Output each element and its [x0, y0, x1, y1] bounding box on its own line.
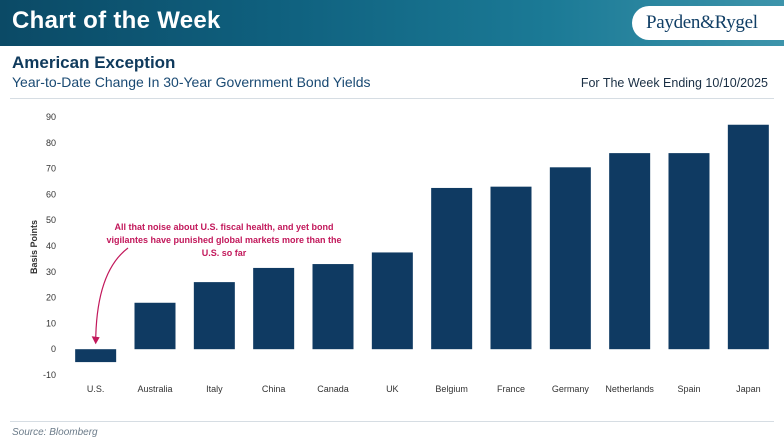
x-tick-label: Belgium [435, 384, 468, 394]
source-note: Source: Bloomberg [12, 427, 98, 438]
annotation-arrow-head [91, 336, 100, 345]
x-tick-label: Japan [736, 384, 761, 394]
bar-germany [549, 167, 591, 350]
bar-france [490, 186, 532, 350]
x-tick-label: China [262, 384, 286, 394]
x-tick-label: Italy [206, 384, 223, 394]
y-axis-label: Basis Points [29, 220, 39, 274]
bar-uk [371, 252, 413, 350]
top-divider [10, 98, 774, 99]
annotation-text: U.S. so far [202, 248, 247, 258]
y-tick-label: 40 [46, 241, 56, 251]
bar-u-s [75, 349, 117, 363]
y-tick-label: 70 [46, 164, 56, 174]
y-tick-label: 30 [46, 267, 56, 277]
annotation-arrow-line [95, 247, 129, 344]
annotation-text: vigilantes have punished global markets … [106, 235, 341, 245]
x-tick-label: France [497, 384, 525, 394]
x-tick-label: Canada [317, 384, 349, 394]
chart-subtitle: Year-to-Date Change In 30-Year Governmen… [12, 74, 371, 90]
x-tick-label: Germany [552, 384, 590, 394]
y-tick-label: 80 [46, 138, 56, 148]
week-ending: For The Week Ending 10/10/2025 [580, 76, 768, 90]
y-tick-label: 90 [46, 112, 56, 122]
x-axis-labels: U.S. Australia Italy China Canada UK Belgium Fr… [87, 384, 761, 394]
x-tick-label: U.S. [87, 384, 105, 394]
x-tick-label: UK [386, 384, 399, 394]
bar-australia [134, 302, 176, 350]
brand-logo: Payden&Rygel [632, 6, 784, 40]
y-tick-label: 10 [46, 318, 56, 328]
bars [75, 124, 769, 363]
bar-canada [312, 264, 354, 350]
y-tick-label: -10 [43, 370, 56, 380]
banner-title: Chart of the Week [12, 7, 221, 34]
bar-spain [668, 153, 710, 350]
annotation-text: All that noise about U.S. fiscal health,… [114, 222, 333, 232]
y-tick-label: 50 [46, 215, 56, 225]
x-tick-label: Spain [677, 384, 700, 394]
y-tick-label: 60 [46, 189, 56, 199]
bar-belgium [431, 187, 473, 350]
y-tick-label: 0 [51, 344, 56, 354]
brand-logo-text: Payden&Rygel [646, 12, 758, 33]
header-banner: Chart of the Week Payden&Rygel [0, 0, 784, 46]
annotation: All that noise about U.S. fiscal health,… [91, 222, 342, 345]
bar-italy [193, 282, 235, 350]
x-tick-label: Netherlands [605, 384, 654, 394]
chart-title: American Exception [12, 53, 176, 72]
x-tick-label: Australia [137, 384, 172, 394]
bar-china [253, 267, 295, 350]
bottom-divider [10, 421, 774, 422]
bar-netherlands [609, 153, 651, 350]
y-axis-ticks: 90 80 70 60 50 40 30 20 10 0 -10 [43, 112, 56, 380]
y-tick-label: 20 [46, 293, 56, 303]
bar-japan [727, 124, 769, 350]
